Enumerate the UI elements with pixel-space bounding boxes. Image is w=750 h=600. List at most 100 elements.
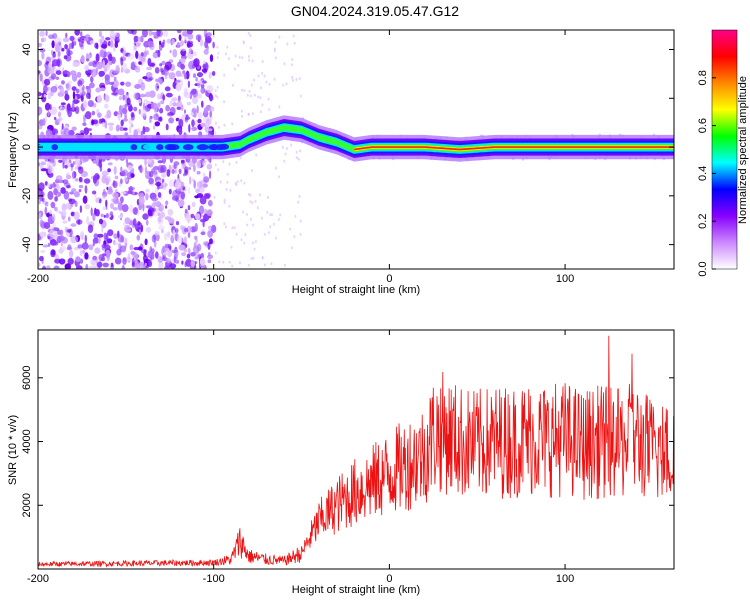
noise-blob xyxy=(84,185,88,194)
noise-blob xyxy=(140,249,148,254)
noise-blob xyxy=(54,207,58,212)
noise-blob xyxy=(291,75,293,79)
noise-blob xyxy=(148,90,156,98)
noise-blob xyxy=(199,39,204,47)
noise-blob xyxy=(95,87,101,93)
noise-blob xyxy=(57,50,61,57)
noise-blob xyxy=(167,244,172,249)
noise-blob xyxy=(225,188,228,191)
colorbar-label: Normalized spectral amplitude xyxy=(737,76,749,224)
noise-blob xyxy=(49,209,52,215)
noise-blob xyxy=(172,48,178,58)
noise-blob xyxy=(209,238,213,245)
noise-blob xyxy=(142,213,149,220)
noise-blob xyxy=(38,162,41,167)
noise-blob xyxy=(138,108,141,115)
noise-blob xyxy=(41,197,45,202)
noise-blob xyxy=(176,235,183,244)
noise-blob xyxy=(195,251,200,259)
noise-blob xyxy=(66,229,72,233)
noise-blob xyxy=(113,242,120,246)
noise-blob xyxy=(101,243,107,249)
noise-blob xyxy=(92,119,98,125)
noise-blob xyxy=(119,96,123,101)
noise-blob xyxy=(87,53,91,59)
noise-blob xyxy=(208,252,211,257)
noise-blob xyxy=(92,212,96,222)
ridge-blob xyxy=(43,144,51,151)
noise-blob xyxy=(157,93,161,100)
noise-blob xyxy=(70,223,77,227)
noise-blob xyxy=(88,265,96,269)
noise-blob xyxy=(53,116,57,120)
noise-blob xyxy=(190,259,195,268)
noise-blob xyxy=(113,200,120,205)
noise-blob xyxy=(183,92,191,99)
noise-blob xyxy=(130,113,135,121)
noise-blob xyxy=(58,258,66,265)
noise-blob xyxy=(63,73,68,78)
noise-blob xyxy=(55,70,62,75)
noise-blob xyxy=(151,234,157,243)
noise-blob xyxy=(267,195,269,199)
noise-blob xyxy=(44,202,49,207)
noise-blob xyxy=(54,196,58,202)
noise-blob xyxy=(39,48,46,53)
noise-blob xyxy=(248,58,251,62)
noise-blob xyxy=(120,119,124,127)
noise-blob xyxy=(63,190,70,200)
noise-blob xyxy=(60,242,63,247)
snr-xtick-label: -100 xyxy=(203,573,225,585)
noise-blob xyxy=(63,127,70,137)
snr-xtick-label: 100 xyxy=(556,573,574,585)
noise-blob xyxy=(298,77,301,81)
noise-blob xyxy=(96,174,100,180)
noise-blob xyxy=(112,180,118,189)
noise-blob xyxy=(47,242,51,247)
noise-blob xyxy=(174,169,177,174)
noise-blob xyxy=(40,191,45,198)
noise-blob xyxy=(196,93,203,99)
noise-blob xyxy=(78,176,83,183)
noise-blob xyxy=(84,204,91,210)
noise-blob xyxy=(121,204,129,213)
noise-blob xyxy=(74,178,79,182)
noise-blob xyxy=(142,125,146,135)
noise-blob xyxy=(59,86,65,95)
noise-blob xyxy=(102,121,105,128)
noise-blob xyxy=(44,206,48,215)
noise-blob xyxy=(192,96,198,105)
noise-blob xyxy=(64,44,68,50)
noise-blob xyxy=(131,257,135,267)
noise-blob xyxy=(48,34,55,39)
noise-blob xyxy=(252,223,255,227)
noise-blob xyxy=(127,53,135,60)
noise-blob xyxy=(216,56,219,60)
noise-blob xyxy=(233,67,236,71)
noise-blob xyxy=(153,200,157,205)
noise-blob xyxy=(175,83,182,92)
noise-blob xyxy=(119,126,124,132)
noise-blob xyxy=(158,225,165,231)
noise-blob xyxy=(139,93,147,98)
noise-blob xyxy=(148,177,154,185)
noise-blob xyxy=(219,180,222,184)
noise-blob xyxy=(185,258,193,267)
noise-blob xyxy=(271,213,273,217)
noise-blob xyxy=(202,64,207,69)
noise-blob xyxy=(110,262,114,267)
noise-blob xyxy=(142,102,146,111)
noise-blob xyxy=(47,110,50,117)
noise-blob xyxy=(249,217,252,221)
noise-blob xyxy=(105,206,108,210)
noise-blob xyxy=(218,260,221,264)
snr-frame xyxy=(37,329,675,570)
noise-blob xyxy=(72,71,76,77)
noise-blob xyxy=(122,94,126,101)
noise-blob xyxy=(289,227,292,231)
noise-blob xyxy=(209,54,214,62)
noise-blob xyxy=(148,260,153,268)
noise-blob xyxy=(114,257,122,265)
noise-blob xyxy=(112,207,118,211)
noise-blob xyxy=(102,253,107,257)
